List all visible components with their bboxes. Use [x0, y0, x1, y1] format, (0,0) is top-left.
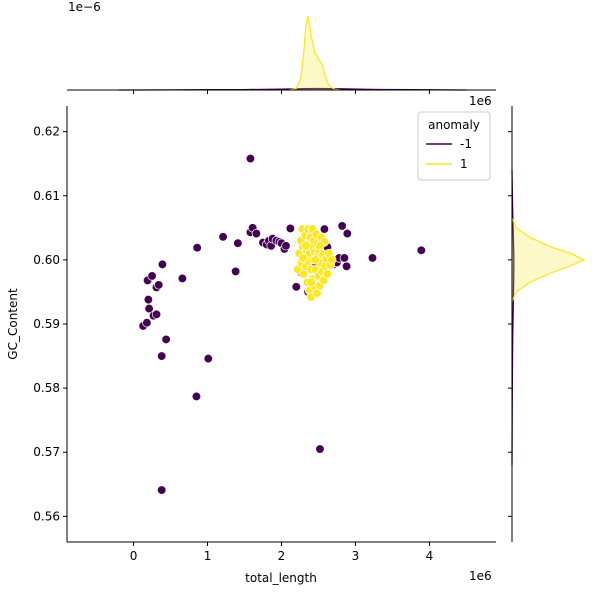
- x-tick-label: 4: [426, 549, 434, 563]
- scatter-point-anomaly: [339, 253, 350, 263]
- scatter-point-anomaly: [337, 221, 347, 231]
- scatter-point-anomaly: [161, 334, 171, 345]
- legend-title: anomaly: [428, 118, 480, 132]
- scatter-point-anomaly: [341, 261, 352, 271]
- legend-entry-label: 1: [460, 157, 468, 171]
- scatter-point-anomaly: [230, 266, 241, 277]
- x-axis-label: total_length: [245, 571, 317, 585]
- x-tick-label: 1: [204, 549, 212, 563]
- scatter-point-anomaly: [285, 223, 296, 234]
- marginal-y-plot: [511, 170, 586, 466]
- scatter-point-anomaly: [157, 485, 167, 495]
- scatter-point-anomaly: [144, 303, 154, 314]
- scatter-point-anomaly: [218, 232, 228, 242]
- scatter-point-anomaly: [142, 318, 152, 328]
- x-tick-label: 3: [352, 549, 360, 563]
- scatter-point-normal: [301, 241, 311, 251]
- marginal-x-offset-label: 1e−6: [68, 0, 101, 14]
- kde-line-x-normal: [288, 15, 341, 91]
- scatter-point-normal: [327, 255, 337, 265]
- kde-fill-y-normal: [512, 218, 584, 302]
- y-tick-label: 0.62: [33, 125, 60, 139]
- x-tick-label: 2: [278, 549, 286, 563]
- y-tick-label: 0.56: [33, 509, 60, 523]
- scatter-point-normal: [312, 288, 322, 298]
- scatter-point-anomaly: [251, 228, 262, 239]
- scatter-point-normal: [298, 253, 308, 263]
- legend-frame: [417, 111, 491, 181]
- scatter-point-anomaly: [192, 243, 202, 253]
- scatter-point-anomaly: [281, 241, 291, 251]
- marginal-y-offset-label: 1e6: [469, 94, 492, 108]
- scatter-point-anomaly: [151, 309, 162, 320]
- scatter-point-anomaly: [157, 259, 168, 270]
- scatter-point-anomaly: [245, 153, 256, 164]
- scatter-point-anomaly: [416, 245, 426, 255]
- scatter-point-anomaly: [233, 238, 243, 248]
- scatter-point-normal: [310, 255, 321, 265]
- scatter-point-anomaly: [203, 353, 213, 364]
- scatter-point-anomaly: [291, 282, 301, 292]
- axes: 0 1 2 3 4 0.56 0.57 0.58 0.59 0.60 0.61 0.62: [33, 89, 513, 563]
- y-axis-label: GC_Content: [6, 288, 20, 360]
- x-tick-label: 0: [130, 549, 138, 563]
- legend: anomaly -1 1: [417, 111, 491, 181]
- scatter-point-anomaly: [315, 444, 325, 454]
- scatter-point-normal: [315, 241, 325, 251]
- scatter-point-anomaly: [342, 228, 352, 239]
- scatter-point-anomaly: [319, 224, 330, 234]
- scatter-point-normal: [322, 269, 333, 279]
- scatter-point-anomaly: [154, 280, 164, 290]
- scatter-point-normal: [306, 277, 316, 287]
- scatter-point-anomaly: [157, 351, 167, 361]
- scatter-point-anomaly: [147, 271, 157, 281]
- main-scatter-plot: [138, 153, 426, 495]
- legend-entry-label: -1: [460, 137, 472, 151]
- marginal-x-plot: [118, 15, 467, 91]
- kde-line-y-normal: [511, 217, 586, 302]
- y-tick-label: 0.59: [33, 317, 60, 331]
- y-tick-label: 0.60: [33, 253, 60, 267]
- y-tick-label: 0.58: [33, 381, 60, 395]
- scatter-point-anomaly: [191, 391, 202, 402]
- x-offset-label: 1e6: [469, 569, 492, 583]
- scatter-point-anomaly: [143, 294, 154, 305]
- y-tick-label: 0.61: [33, 189, 60, 203]
- y-tick-label: 0.57: [33, 445, 60, 459]
- scatter-point-anomaly: [367, 253, 378, 263]
- scatter-point-anomaly: [177, 273, 188, 284]
